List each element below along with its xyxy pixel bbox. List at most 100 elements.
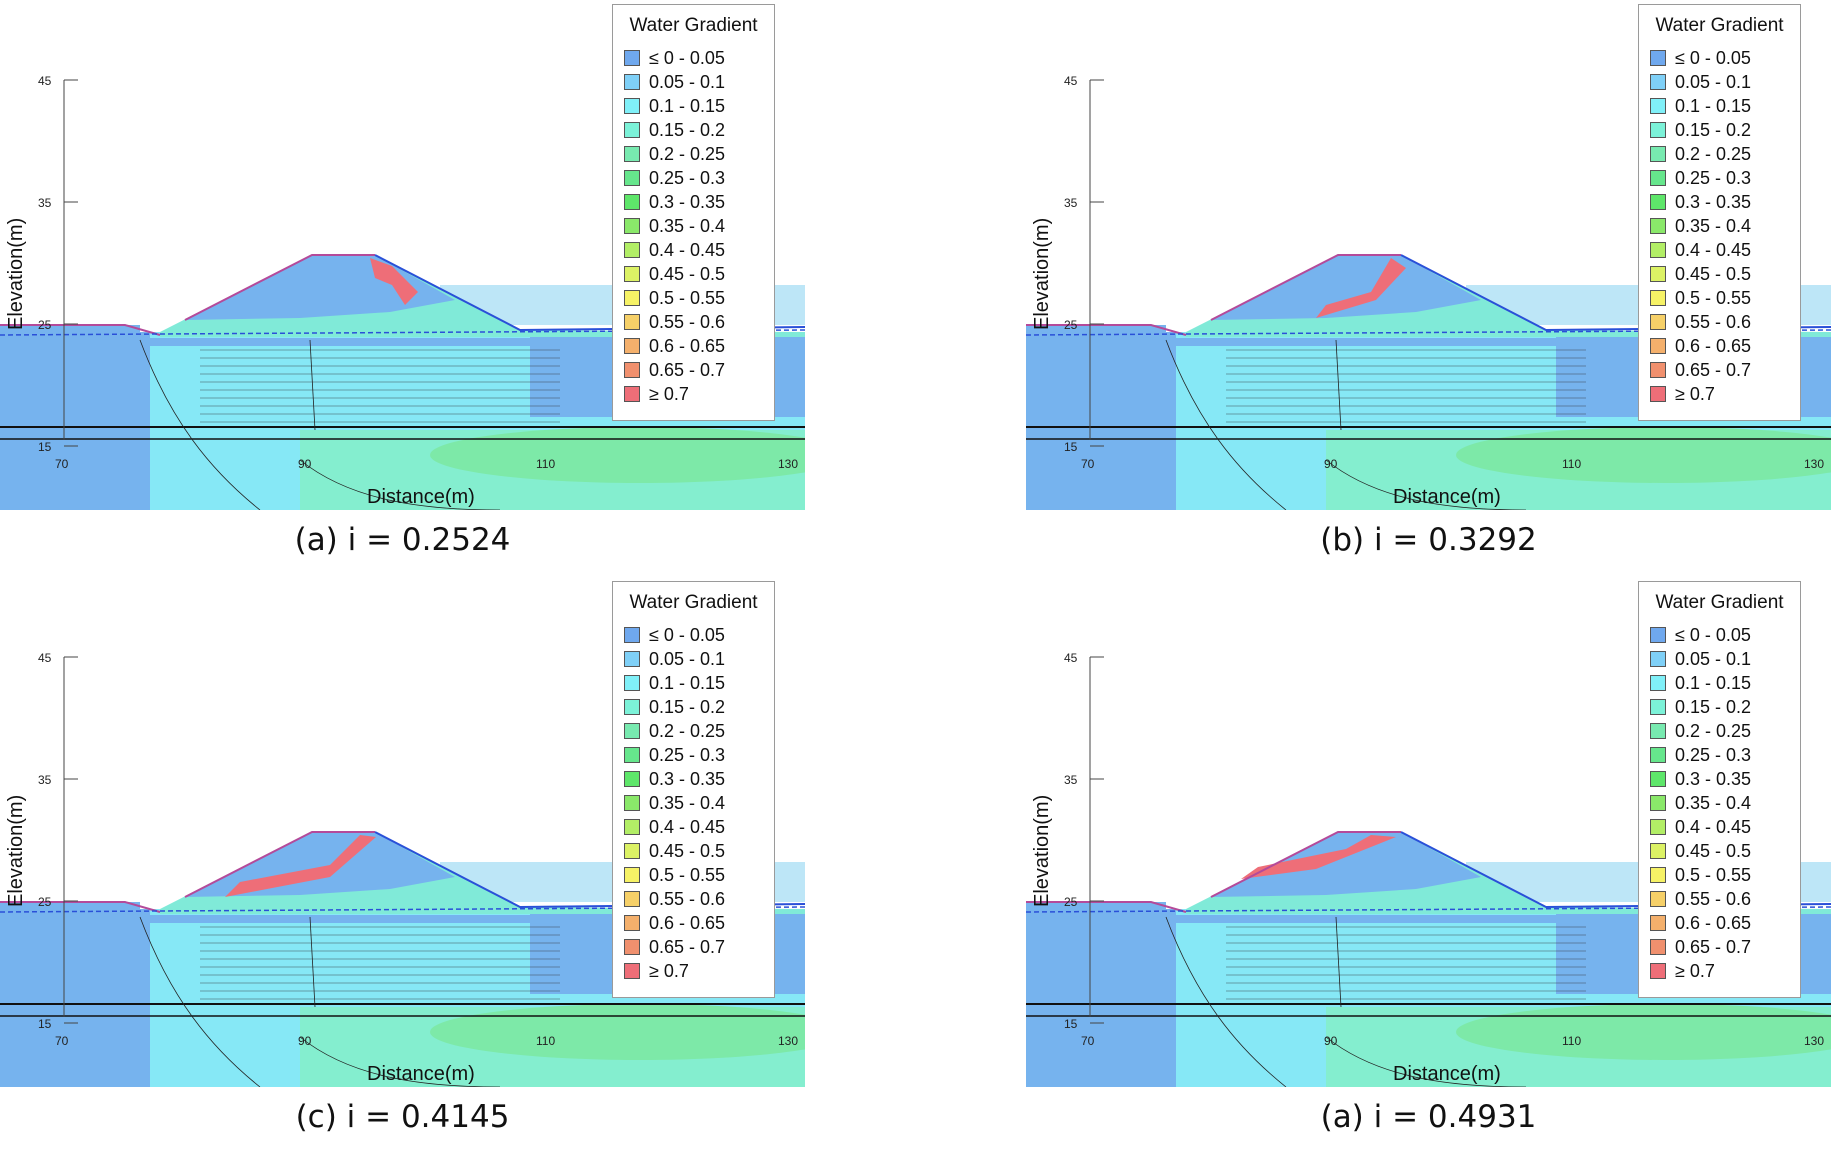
legend-label: 0.65 - 0.7 [649,359,726,380]
legend-swatch [1650,338,1666,354]
legend-swatch [1650,194,1666,210]
legend-item: 0.5 - 0.55 [624,287,725,309]
legend-item: 0.5 - 0.55 [1650,287,1751,309]
legend-label: 0.35 - 0.4 [649,792,726,813]
flow-vectors [200,349,560,423]
legend-item: 0.4 - 0.45 [624,239,725,261]
legend-label: 0.2 - 0.25 [649,720,726,741]
legend-label: 0.55 - 0.6 [1675,888,1752,909]
legend-label: 0.2 - 0.25 [649,143,726,164]
legend-item: 0.1 - 0.15 [624,95,725,117]
legend-item: 0.45 - 0.5 [1650,840,1751,862]
legend-swatch [1650,651,1666,667]
legend-label: ≤ 0 - 0.05 [1675,624,1751,645]
phreatic-line [0,906,805,913]
y-tick-label: 25 [38,895,52,909]
x-tick-label: 70 [55,457,69,471]
y-tick-label: 25 [38,318,52,332]
x-tick-label: 110 [1562,457,1581,471]
legend-label: ≥ 0.7 [1675,383,1715,404]
contour-line [1335,339,1342,431]
legend-label: 0.05 - 0.1 [649,71,726,92]
legend-item: 0.2 - 0.25 [624,143,725,165]
legend-label: 0.3 - 0.35 [649,191,726,212]
legend-item: 0.15 - 0.2 [624,119,725,141]
legend-swatch [1650,939,1666,955]
legend-item: 0.2 - 0.25 [1650,720,1751,742]
crest-boundary [184,254,375,321]
panel-caption: (c) i = 0.4145 [295,1099,510,1135]
legend-item: 0.25 - 0.3 [624,167,725,189]
legend-item: 0.45 - 0.5 [624,263,725,285]
legend-item: 0.1 - 0.15 [1650,95,1751,117]
bank-band [0,915,805,923]
contour-line [139,916,261,1087]
legend-label: ≤ 0 - 0.05 [649,47,725,68]
legend-item: 0.25 - 0.3 [624,744,725,766]
legend-swatch [624,242,640,258]
upstream-bank [0,902,140,912]
legend-item: 0.55 - 0.6 [1650,888,1751,910]
legend-label: 0.35 - 0.4 [1675,215,1752,236]
legend-swatch [1650,362,1666,378]
legend-item: ≥ 0.7 [1650,960,1715,982]
legend-label: 0.5 - 0.55 [649,287,726,308]
legend-item: 0.6 - 0.65 [624,912,725,934]
legend-item: 0.35 - 0.4 [624,792,725,814]
legend-label: 0.4 - 0.45 [649,816,726,837]
legend-swatch [624,651,640,667]
legend-label: 0.25 - 0.3 [649,744,726,765]
contour-line [299,1036,501,1087]
legend-swatch [624,795,640,811]
legend-item: 0.4 - 0.45 [1650,239,1751,261]
legend-swatch [624,170,640,186]
x-tick-label: 90 [298,457,312,471]
legend-swatch [1650,386,1666,402]
legend-item: 0.35 - 0.4 [624,215,725,237]
crest-boundary [1210,831,1401,898]
legend-swatch [1650,819,1666,835]
legend-label: 0.6 - 0.65 [649,912,726,933]
panel-caption: (a) i = 0.2524 [294,522,511,558]
contour-line [1325,459,1527,510]
legend-title: Water Gradient [629,592,758,613]
x-axis-label: Distance(m) [367,1063,475,1085]
legend-swatch [1650,266,1666,282]
legend-swatch [624,50,640,66]
legend-label: 0.5 - 0.55 [1675,864,1752,885]
legend-label: 0.4 - 0.45 [649,239,726,260]
legend-label: 0.25 - 0.3 [1675,167,1752,188]
legend-label: 0.35 - 0.4 [1675,792,1752,813]
legend-title: Water Gradient [1655,15,1784,36]
legend-item: ≤ 0 - 0.05 [1650,47,1751,69]
legend-swatch [1650,771,1666,787]
y-tick-label: 15 [38,440,52,454]
legend-item: 0.15 - 0.2 [624,696,725,718]
contour-line [1165,916,1287,1087]
flow-vectors [1226,926,1586,1000]
legend-swatch [1650,795,1666,811]
x-axis-label: Distance(m) [367,486,475,508]
high-gradient-zone [370,258,418,305]
legend-label: 0.1 - 0.15 [649,672,726,693]
panel-caption: (b) i = 0.3292 [1320,522,1537,558]
legend-item: 0.05 - 0.1 [1650,71,1751,93]
legend-swatch [624,819,640,835]
legend-item: 0.05 - 0.1 [624,648,725,670]
x-tick-label: 90 [1324,457,1338,471]
legend-label: 0.15 - 0.2 [649,696,726,717]
legend-swatch [624,771,640,787]
legend-swatch [624,362,640,378]
legend-item: 0.25 - 0.3 [1650,744,1751,766]
legend-item: 0.35 - 0.4 [1650,792,1751,814]
legend-item: 0.3 - 0.35 [624,768,725,790]
legend-swatch [1650,98,1666,114]
legend: Water Gradient ≤ 0 - 0.05 0.05 - 0.1 0.1 - … [612,581,775,998]
x-axis-label: Distance(m) [1393,1063,1501,1085]
legend-swatch [1650,242,1666,258]
legend-swatch [1650,867,1666,883]
legend-item: 0.65 - 0.7 [624,359,725,381]
legend-swatch [624,74,640,90]
legend-label: 0.65 - 0.7 [649,936,726,957]
legend-label: 0.4 - 0.45 [1675,816,1752,837]
